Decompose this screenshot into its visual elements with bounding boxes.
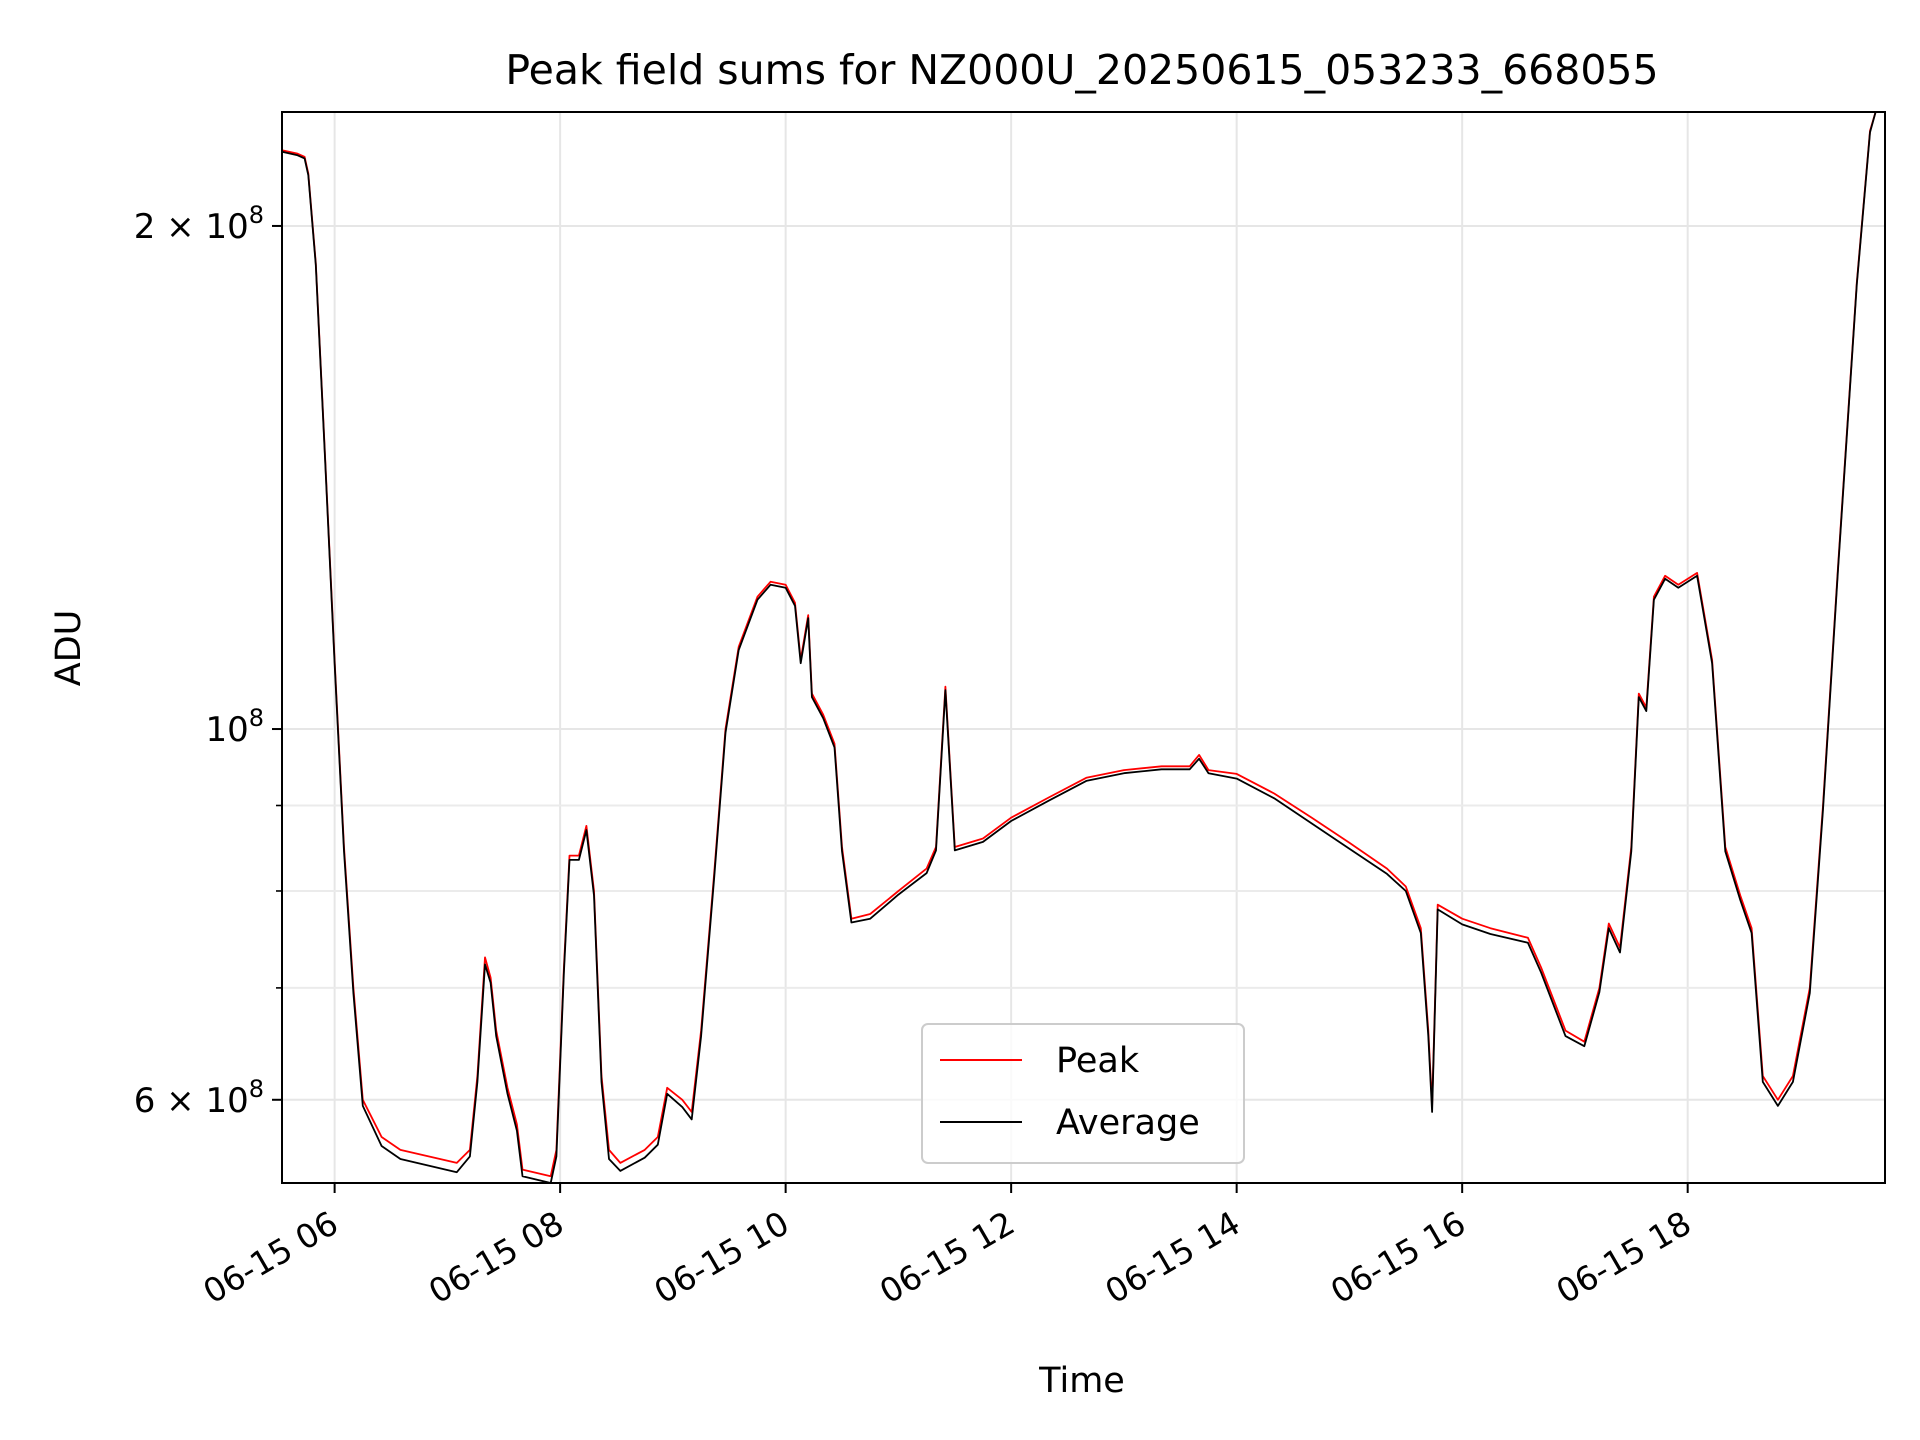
y-tick-exponent: 8 (249, 1075, 264, 1103)
legend-label-average: Average (1056, 1103, 1200, 1143)
y-tick-mantissa: 2 × (134, 207, 206, 247)
y-tick-base: 10 (205, 207, 248, 247)
chart-title: Peak field sums for NZ000U_20250615_0532… (505, 46, 1658, 94)
y-tick-exponent: 8 (249, 704, 264, 732)
series-layer (281, 111, 1885, 1184)
plot-area-frame (281, 111, 1886, 1184)
legend-label-peak: Peak (1056, 1041, 1140, 1081)
y-tick-base: 10 (205, 710, 248, 750)
legend-box (921, 1023, 1245, 1164)
y-tick-exponent: 8 (249, 201, 264, 229)
y-tick-mantissa: 6 × (134, 1081, 206, 1121)
y-tick-label: 2 × 108 (134, 201, 264, 247)
x-axis-label: Time (1038, 1361, 1125, 1401)
y-tick-base: 10 (205, 1081, 248, 1121)
series-line-average (281, 111, 1885, 1184)
y-tick-label: 108 (205, 704, 264, 750)
y-axis-label: ADU (49, 610, 89, 687)
y-tick-label: 6 × 108 (134, 1075, 264, 1121)
legend: Peak Average (921, 1023, 1245, 1164)
